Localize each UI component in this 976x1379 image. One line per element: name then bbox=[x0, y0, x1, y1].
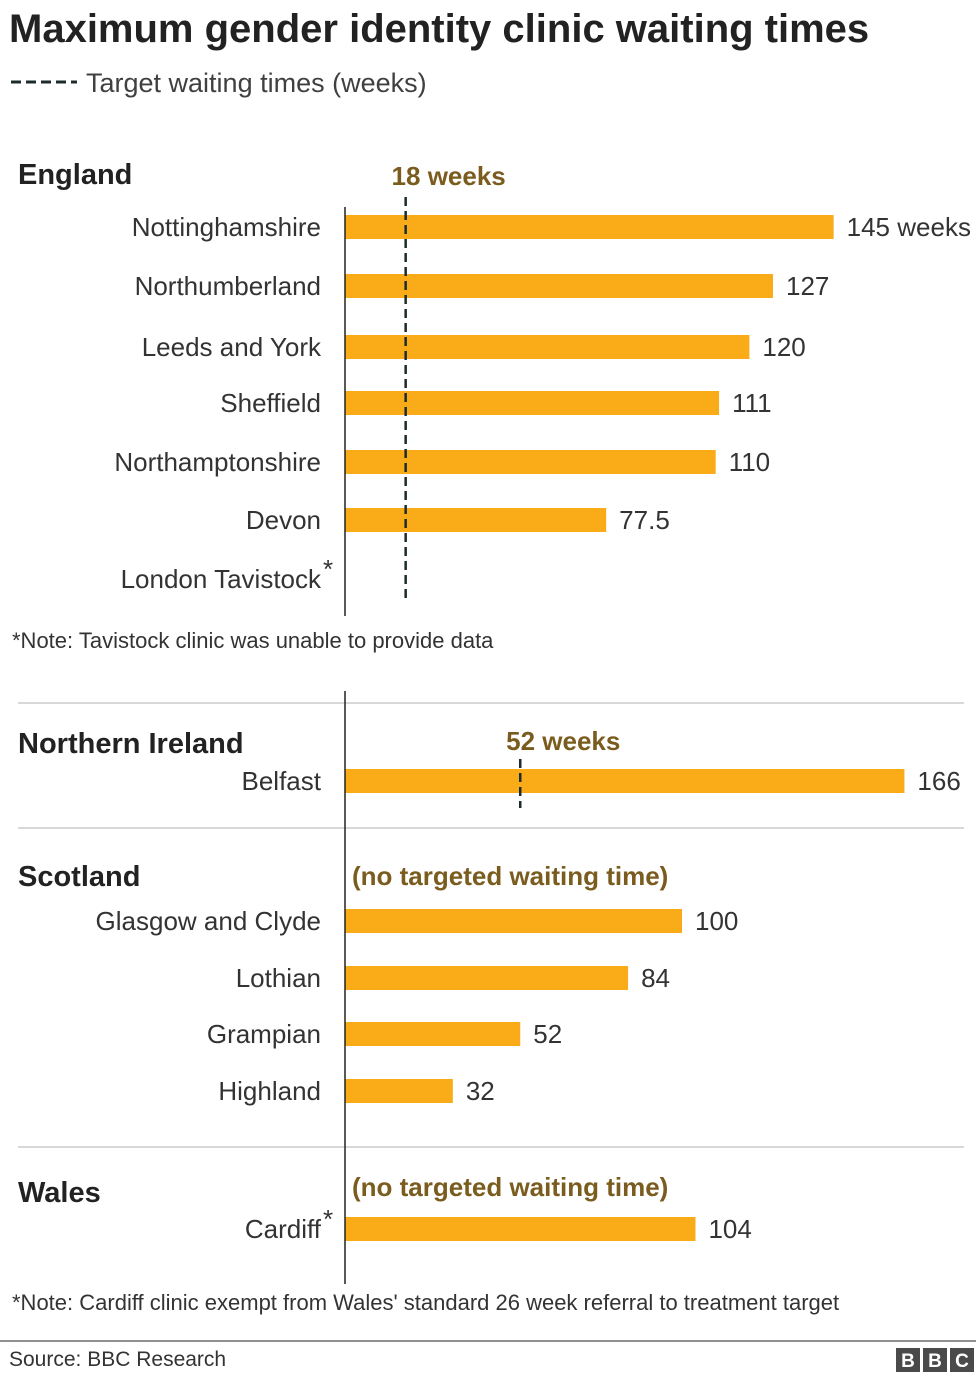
category-label-devon: Devon bbox=[246, 505, 321, 535]
value-label-cardiff: 104 bbox=[708, 1214, 751, 1244]
logo-block bbox=[896, 1348, 920, 1372]
bar-cardiff bbox=[345, 1217, 696, 1241]
value-label-northumberland: 127 bbox=[786, 271, 829, 301]
value-label-leeds-and-york: 120 bbox=[762, 332, 805, 362]
logo-letter: B bbox=[901, 1351, 915, 1372]
region-label-northern-ireland: Northern Ireland bbox=[18, 728, 244, 760]
chart-plot-area: England 18 weeks Nottinghamshire 145 weeks N… bbox=[18, 159, 971, 1284]
value-label-northamptonshire: 110 bbox=[729, 447, 770, 477]
chart-title: Maximum gender identity clinic waiting t… bbox=[9, 7, 869, 51]
note-wales: *Note: Cardiff clinic exempt from Wales'… bbox=[12, 1290, 839, 1315]
bar-belfast bbox=[345, 769, 905, 793]
value-label-nottinghamshire: 145 weeks bbox=[847, 212, 971, 242]
target-label-northern-ireland: 52 weeks bbox=[506, 726, 620, 756]
category-label-leeds-and-york: Leeds and York bbox=[142, 332, 322, 362]
target-label-england: 18 weeks bbox=[392, 161, 506, 191]
category-label-glasgow-and-clyde: Glasgow and Clyde bbox=[96, 906, 321, 936]
target-label-wales: (no targeted waiting time) bbox=[352, 1172, 668, 1202]
value-label-highland: 32 bbox=[466, 1076, 495, 1106]
logo-block bbox=[950, 1348, 974, 1372]
value-label-lothian: 84 bbox=[641, 963, 670, 993]
bar-glasgow-and-clyde bbox=[345, 909, 682, 933]
bar-northamptonshire bbox=[345, 450, 716, 474]
target-label-scotland: (no targeted waiting time) bbox=[352, 861, 668, 891]
bar-sheffield bbox=[345, 391, 720, 415]
bar-lothian bbox=[345, 966, 629, 990]
category-label-northumberland: Northumberland bbox=[135, 271, 321, 301]
legend-label: Target waiting times (weeks) bbox=[86, 68, 427, 98]
category-label-highland: Highland bbox=[218, 1076, 321, 1106]
region-label-england: England bbox=[18, 159, 132, 191]
region-label-wales: Wales bbox=[18, 1177, 101, 1209]
category-label-cardiff: Cardiff bbox=[245, 1214, 322, 1244]
bar-northumberland bbox=[345, 274, 773, 298]
value-label-glasgow-and-clyde: 100 bbox=[695, 906, 738, 936]
asterisk-london-tavistock: * bbox=[323, 554, 333, 584]
category-label-london-tavistock: London Tavistock bbox=[121, 564, 322, 594]
value-label-grampian: 52 bbox=[533, 1019, 562, 1049]
source-text: Source: BBC Research bbox=[9, 1348, 226, 1371]
note-england: *Note: Tavistock clinic was unable to pr… bbox=[12, 628, 494, 653]
bar-nottinghamshire bbox=[345, 215, 834, 239]
logo-letter: B bbox=[928, 1351, 942, 1372]
category-label-grampian: Grampian bbox=[207, 1019, 321, 1049]
logo-block bbox=[923, 1348, 947, 1372]
value-label-sheffield: 111 bbox=[732, 388, 772, 418]
value-label-belfast: 166 bbox=[917, 766, 960, 796]
bar-grampian bbox=[345, 1022, 521, 1046]
category-label-lothian: Lothian bbox=[236, 963, 321, 993]
value-label-devon: 77.5 bbox=[619, 505, 670, 535]
category-label-northamptonshire: Northamptonshire bbox=[114, 447, 321, 477]
category-label-sheffield: Sheffield bbox=[220, 388, 321, 418]
category-label-nottinghamshire: Nottinghamshire bbox=[132, 212, 321, 242]
category-label-belfast: Belfast bbox=[242, 766, 322, 796]
bar-highland bbox=[345, 1079, 453, 1103]
bar-devon bbox=[345, 508, 607, 532]
bar-leeds-and-york bbox=[345, 335, 750, 359]
region-label-scotland: Scotland bbox=[18, 861, 140, 893]
asterisk-cardiff: * bbox=[323, 1204, 333, 1234]
logo-letter: C bbox=[955, 1351, 969, 1372]
